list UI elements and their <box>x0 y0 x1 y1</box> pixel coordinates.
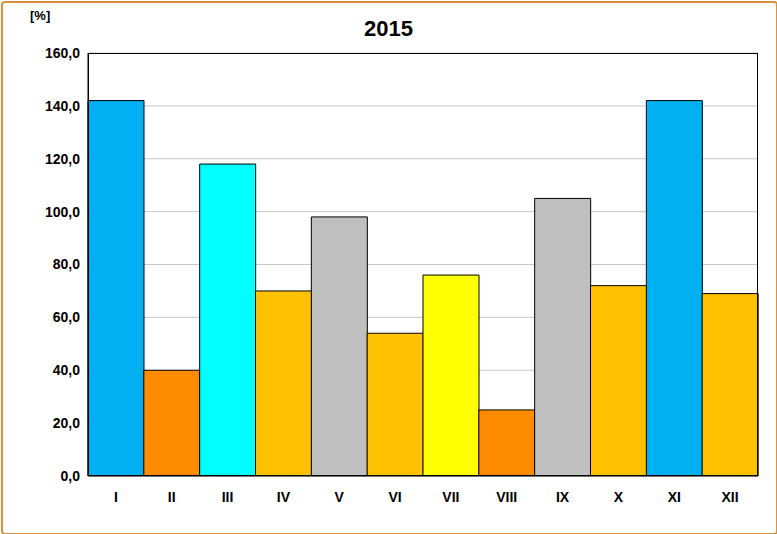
svg-text:VI: VI <box>388 489 401 505</box>
svg-text:60,0: 60,0 <box>53 309 80 325</box>
svg-text:40,0: 40,0 <box>53 362 80 378</box>
svg-text:VIII: VIII <box>496 489 517 505</box>
svg-text:II: II <box>168 489 176 505</box>
svg-text:160,0: 160,0 <box>45 45 80 61</box>
svg-text:V: V <box>335 489 345 505</box>
svg-text:80,0: 80,0 <box>53 256 80 272</box>
svg-text:20,0: 20,0 <box>53 415 80 431</box>
svg-text:XI: XI <box>668 489 681 505</box>
svg-text:III: III <box>222 489 234 505</box>
svg-text:120,0: 120,0 <box>45 151 80 167</box>
html-text:2015: 2015 <box>364 16 413 41</box>
svg-text:100,0: 100,0 <box>45 204 80 220</box>
svg-text:140,0: 140,0 <box>45 98 80 114</box>
svg-text:I: I <box>114 489 118 505</box>
svg-text:X: X <box>614 489 624 505</box>
svg-text:XII: XII <box>722 489 739 505</box>
svg-text:IX: IX <box>556 489 570 505</box>
svg-text:IV: IV <box>277 489 291 505</box>
svg-text:VII: VII <box>442 489 459 505</box>
svg-text:0,0: 0,0 <box>61 468 81 484</box>
